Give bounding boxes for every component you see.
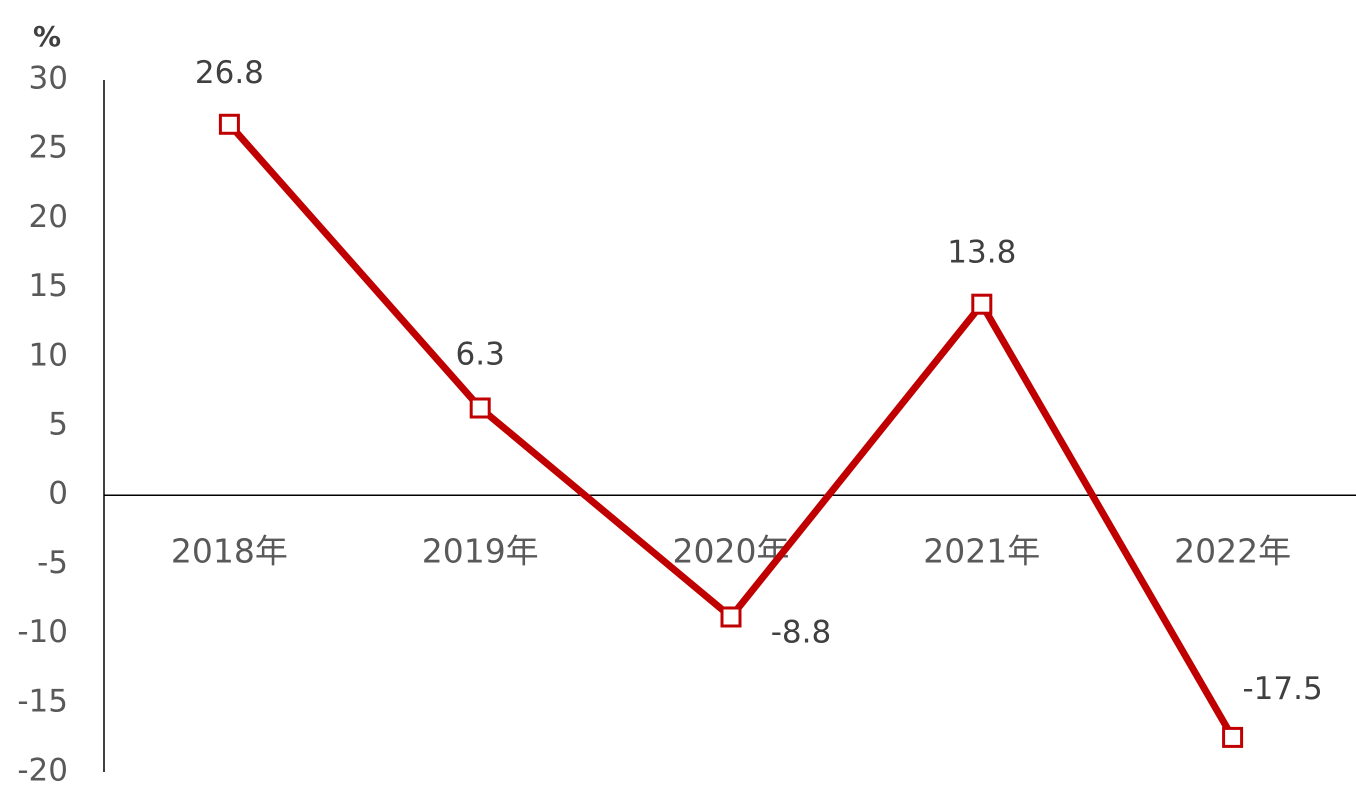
y-tick-label: -10 [17, 614, 68, 650]
data-label: 13.8 [947, 235, 1016, 271]
y-tick-label: -5 [37, 545, 68, 581]
y-tick-label: 15 [29, 268, 68, 304]
data-label: -8.8 [771, 614, 832, 650]
y-axis-label: % [33, 20, 61, 53]
x-tick-label: 2019年 [422, 532, 539, 571]
y-tick-label: 20 [29, 199, 68, 235]
y-tick-label: 5 [48, 407, 68, 443]
y-tick-label: -15 [17, 683, 68, 719]
data-label: 6.3 [456, 337, 505, 373]
y-tick-label: 10 [29, 337, 68, 373]
y-tick-label: 25 [29, 130, 68, 166]
data-label: -17.5 [1242, 671, 1322, 707]
x-tick-label: 2021年 [923, 532, 1040, 571]
marker [469, 397, 491, 419]
data-label: 26.8 [195, 55, 264, 91]
x-tick-label: 2018年 [171, 532, 288, 571]
marker [1222, 726, 1244, 748]
marker [720, 606, 742, 628]
y-tick-label: 30 [29, 61, 68, 97]
y-tick-label: 0 [48, 476, 68, 512]
marker [218, 113, 240, 135]
marker [971, 293, 993, 315]
x-tick-label: 2022年 [1174, 532, 1291, 571]
y-tick-label: -20 [17, 753, 68, 789]
line [226, 121, 1236, 740]
